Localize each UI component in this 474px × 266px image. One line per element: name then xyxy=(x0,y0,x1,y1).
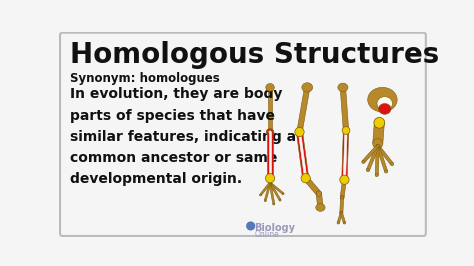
Circle shape xyxy=(342,127,350,134)
Circle shape xyxy=(337,222,339,224)
Text: Online: Online xyxy=(255,230,279,239)
Circle shape xyxy=(265,174,275,183)
Polygon shape xyxy=(297,87,310,132)
Polygon shape xyxy=(269,182,284,194)
Circle shape xyxy=(366,169,369,172)
Circle shape xyxy=(340,175,349,184)
Circle shape xyxy=(340,212,343,214)
Circle shape xyxy=(376,144,379,147)
Circle shape xyxy=(316,191,321,196)
Circle shape xyxy=(375,174,378,177)
Circle shape xyxy=(269,177,271,179)
Circle shape xyxy=(318,205,323,210)
Circle shape xyxy=(362,160,365,163)
Circle shape xyxy=(376,144,379,147)
Polygon shape xyxy=(375,146,379,175)
Ellipse shape xyxy=(302,83,313,92)
Ellipse shape xyxy=(266,84,274,91)
Circle shape xyxy=(376,144,379,147)
Polygon shape xyxy=(366,145,379,171)
Text: Synonym: homologues: Synonym: homologues xyxy=(70,72,220,85)
Polygon shape xyxy=(269,182,281,201)
Circle shape xyxy=(296,129,302,135)
Circle shape xyxy=(384,170,388,173)
Circle shape xyxy=(391,163,393,166)
FancyBboxPatch shape xyxy=(60,33,426,236)
Circle shape xyxy=(282,193,284,195)
Ellipse shape xyxy=(338,83,348,92)
Circle shape xyxy=(343,222,346,224)
Circle shape xyxy=(343,178,346,181)
Circle shape xyxy=(298,131,301,133)
Polygon shape xyxy=(337,213,342,223)
Circle shape xyxy=(343,128,349,133)
Polygon shape xyxy=(296,132,309,179)
Polygon shape xyxy=(269,132,271,178)
Circle shape xyxy=(374,117,385,128)
Circle shape xyxy=(269,182,271,184)
Circle shape xyxy=(340,211,343,214)
Polygon shape xyxy=(343,130,347,180)
Circle shape xyxy=(260,194,262,196)
Polygon shape xyxy=(264,182,271,201)
Circle shape xyxy=(269,182,271,184)
Circle shape xyxy=(268,130,273,134)
Polygon shape xyxy=(268,87,273,132)
Polygon shape xyxy=(316,193,323,208)
Circle shape xyxy=(269,182,271,184)
Circle shape xyxy=(343,178,346,182)
Circle shape xyxy=(247,222,255,230)
Circle shape xyxy=(340,85,346,90)
Circle shape xyxy=(376,144,379,147)
Circle shape xyxy=(342,177,347,182)
Circle shape xyxy=(340,212,343,214)
Ellipse shape xyxy=(266,128,274,135)
Circle shape xyxy=(295,127,304,137)
Circle shape xyxy=(268,85,273,90)
Polygon shape xyxy=(298,132,307,178)
Ellipse shape xyxy=(379,103,391,114)
Circle shape xyxy=(267,175,273,181)
Circle shape xyxy=(316,191,321,196)
Circle shape xyxy=(273,203,275,205)
Polygon shape xyxy=(340,197,344,213)
Polygon shape xyxy=(373,122,384,144)
Polygon shape xyxy=(376,145,393,165)
Ellipse shape xyxy=(368,87,397,112)
Polygon shape xyxy=(260,182,271,196)
Circle shape xyxy=(269,182,271,184)
Circle shape xyxy=(343,128,349,133)
Circle shape xyxy=(304,85,310,90)
Circle shape xyxy=(301,174,310,183)
Circle shape xyxy=(373,139,383,149)
Ellipse shape xyxy=(316,204,325,211)
Circle shape xyxy=(303,176,309,181)
Circle shape xyxy=(279,199,281,201)
Polygon shape xyxy=(342,130,349,180)
Polygon shape xyxy=(304,176,321,195)
Polygon shape xyxy=(269,183,275,204)
Polygon shape xyxy=(362,145,379,163)
Circle shape xyxy=(304,177,307,179)
Text: In evolution, they are body
parts of species that have
similar features, indicat: In evolution, they are body parts of spe… xyxy=(70,87,296,186)
Polygon shape xyxy=(376,146,388,172)
Circle shape xyxy=(264,200,266,202)
Circle shape xyxy=(341,196,344,199)
Polygon shape xyxy=(340,213,346,223)
Circle shape xyxy=(269,131,271,133)
Circle shape xyxy=(267,129,273,135)
Circle shape xyxy=(376,144,379,147)
Text: Homologous Structures: Homologous Structures xyxy=(70,41,439,69)
Ellipse shape xyxy=(377,97,392,110)
Polygon shape xyxy=(340,180,346,198)
Circle shape xyxy=(302,175,309,181)
Circle shape xyxy=(340,196,344,200)
Circle shape xyxy=(269,182,271,184)
Circle shape xyxy=(345,129,347,132)
Circle shape xyxy=(297,129,302,135)
Polygon shape xyxy=(340,87,349,131)
Polygon shape xyxy=(267,132,273,178)
Text: Biology: Biology xyxy=(255,223,296,233)
Circle shape xyxy=(374,118,384,128)
